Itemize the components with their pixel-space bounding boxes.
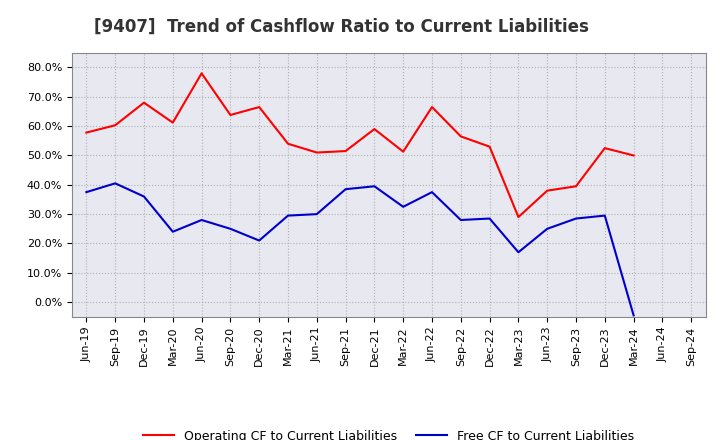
Operating CF to Current Liabilities <box>600 146 609 151</box>
Free CF to Current Liabilities <box>341 187 350 192</box>
Free CF to Current Liabilities <box>399 204 408 209</box>
Free CF to Current Liabilities <box>111 181 120 186</box>
Legend: Operating CF to Current Liabilities, Free CF to Current Liabilities: Operating CF to Current Liabilities, Fre… <box>138 425 639 440</box>
Operating CF to Current Liabilities <box>341 148 350 154</box>
Free CF to Current Liabilities <box>284 213 292 218</box>
Operating CF to Current Liabilities <box>168 120 177 125</box>
Text: [9407]  Trend of Cashflow Ratio to Current Liabilities: [9407] Trend of Cashflow Ratio to Curren… <box>94 18 588 36</box>
Operating CF to Current Liabilities <box>629 153 638 158</box>
Operating CF to Current Liabilities <box>82 130 91 135</box>
Free CF to Current Liabilities <box>456 217 465 223</box>
Free CF to Current Liabilities <box>255 238 264 243</box>
Free CF to Current Liabilities <box>370 183 379 189</box>
Free CF to Current Liabilities <box>197 217 206 223</box>
Line: Free CF to Current Liabilities: Free CF to Current Liabilities <box>86 183 634 315</box>
Operating CF to Current Liabilities <box>485 144 494 149</box>
Operating CF to Current Liabilities <box>572 183 580 189</box>
Operating CF to Current Liabilities <box>226 112 235 117</box>
Free CF to Current Liabilities <box>140 194 148 199</box>
Operating CF to Current Liabilities <box>543 188 552 193</box>
Free CF to Current Liabilities <box>600 213 609 218</box>
Free CF to Current Liabilities <box>629 313 638 318</box>
Free CF to Current Liabilities <box>312 212 321 217</box>
Operating CF to Current Liabilities <box>140 100 148 105</box>
Operating CF to Current Liabilities <box>370 126 379 132</box>
Free CF to Current Liabilities <box>428 190 436 195</box>
Free CF to Current Liabilities <box>168 229 177 235</box>
Free CF to Current Liabilities <box>226 226 235 231</box>
Operating CF to Current Liabilities <box>111 123 120 128</box>
Operating CF to Current Liabilities <box>284 141 292 147</box>
Free CF to Current Liabilities <box>543 226 552 231</box>
Free CF to Current Liabilities <box>485 216 494 221</box>
Operating CF to Current Liabilities <box>197 71 206 76</box>
Operating CF to Current Liabilities <box>399 149 408 154</box>
Line: Operating CF to Current Liabilities: Operating CF to Current Liabilities <box>86 73 634 217</box>
Operating CF to Current Liabilities <box>312 150 321 155</box>
Operating CF to Current Liabilities <box>255 104 264 110</box>
Free CF to Current Liabilities <box>514 249 523 255</box>
Operating CF to Current Liabilities <box>514 214 523 220</box>
Free CF to Current Liabilities <box>82 190 91 195</box>
Operating CF to Current Liabilities <box>456 134 465 139</box>
Free CF to Current Liabilities <box>572 216 580 221</box>
Operating CF to Current Liabilities <box>428 104 436 110</box>
